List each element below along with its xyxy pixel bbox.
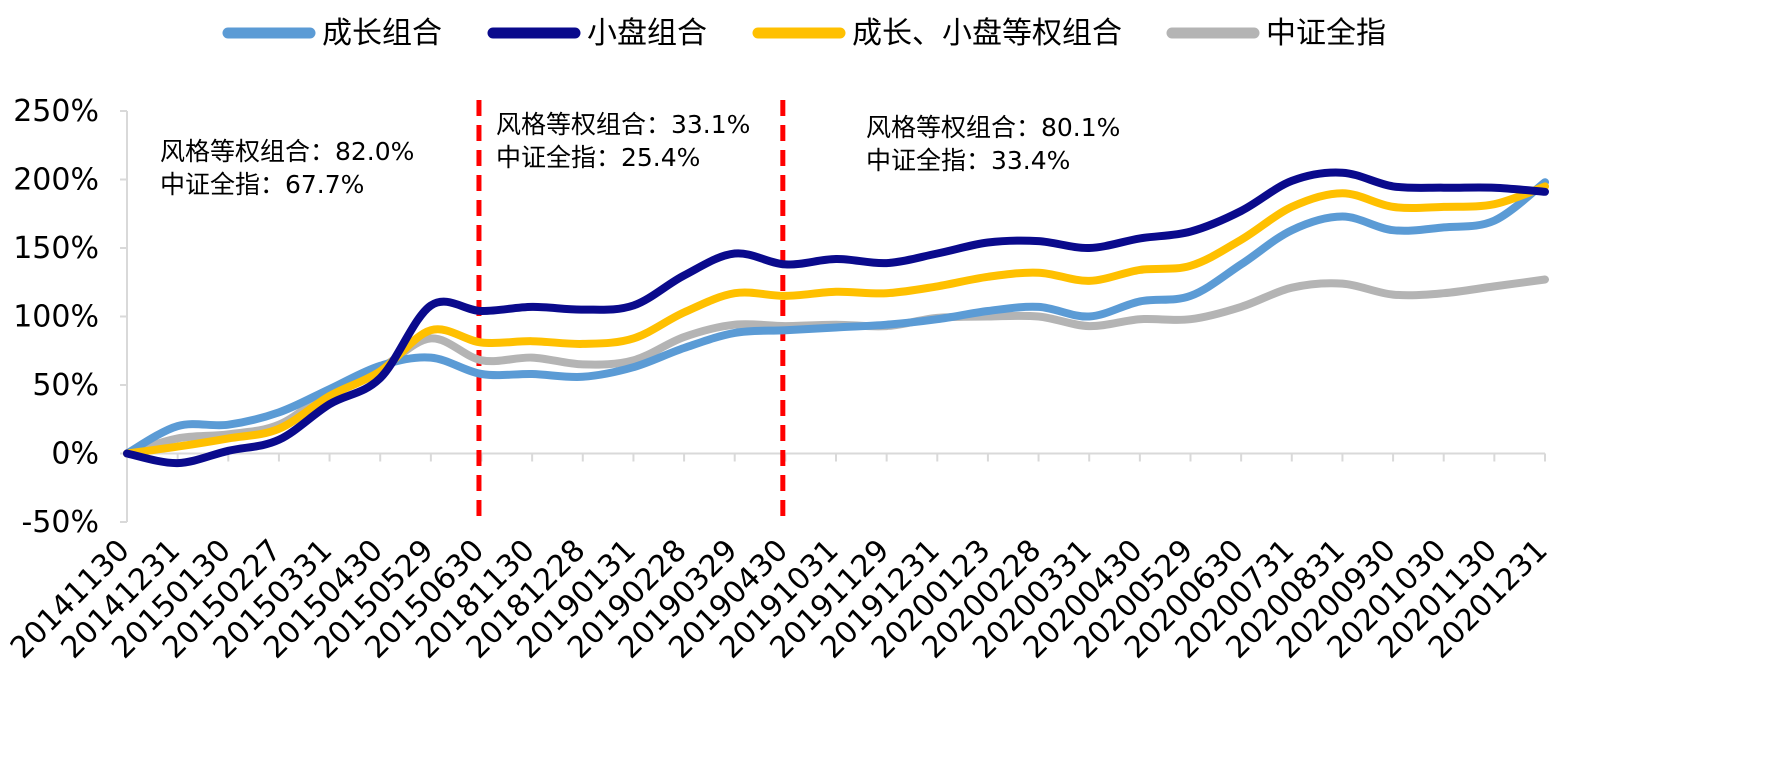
legend-label-2: 成长、小盘等权组合 bbox=[852, 16, 1122, 51]
annotation-right-line-0: 风格等权组合：80.1% bbox=[866, 113, 1120, 142]
annotation-left-line-0: 风格等权组合：82.0% bbox=[160, 137, 414, 166]
legend-label-1: 小盘组合 bbox=[587, 16, 707, 51]
y-tick-label: -50% bbox=[21, 505, 99, 540]
annotation-middle-line-1: 中证全指：25.4% bbox=[496, 143, 700, 172]
legend-label-3: 中证全指 bbox=[1266, 16, 1386, 51]
y-axis: 250% 200% 150% 100% 50% 0% -50% bbox=[13, 94, 128, 540]
y-tick-label: 150% bbox=[13, 231, 99, 266]
annotation-middle-line-0: 风格等权组合：33.1% bbox=[496, 110, 750, 139]
annotations: 风格等权组合：82.0% 中证全指：67.7% 风格等权组合：33.1% 中证全指：2… bbox=[160, 110, 1120, 199]
y-tick-label: 50% bbox=[32, 368, 99, 403]
y-tick-label: 200% bbox=[13, 163, 99, 198]
y-tick-label: 0% bbox=[51, 437, 99, 472]
series-group bbox=[123, 168, 1549, 468]
legend: 成长组合 小盘组合 成长、小盘等权组合 中证全指 bbox=[222, 16, 1386, 51]
annotation-right-line-1: 中证全指：33.4% bbox=[866, 146, 1070, 175]
x-axis: 2014113020141231201501302015022720150331… bbox=[4, 452, 1555, 666]
y-tick-label: 250% bbox=[13, 94, 99, 129]
series-line-2 bbox=[123, 182, 1549, 458]
series-line-1 bbox=[123, 168, 1549, 468]
series-line-3 bbox=[123, 275, 1549, 458]
annotation-left-line-1: 中证全指：67.7% bbox=[160, 170, 364, 199]
series-line-0 bbox=[123, 178, 1549, 458]
y-tick-label: 100% bbox=[13, 300, 99, 335]
legend-label-0: 成长组合 bbox=[322, 16, 442, 51]
